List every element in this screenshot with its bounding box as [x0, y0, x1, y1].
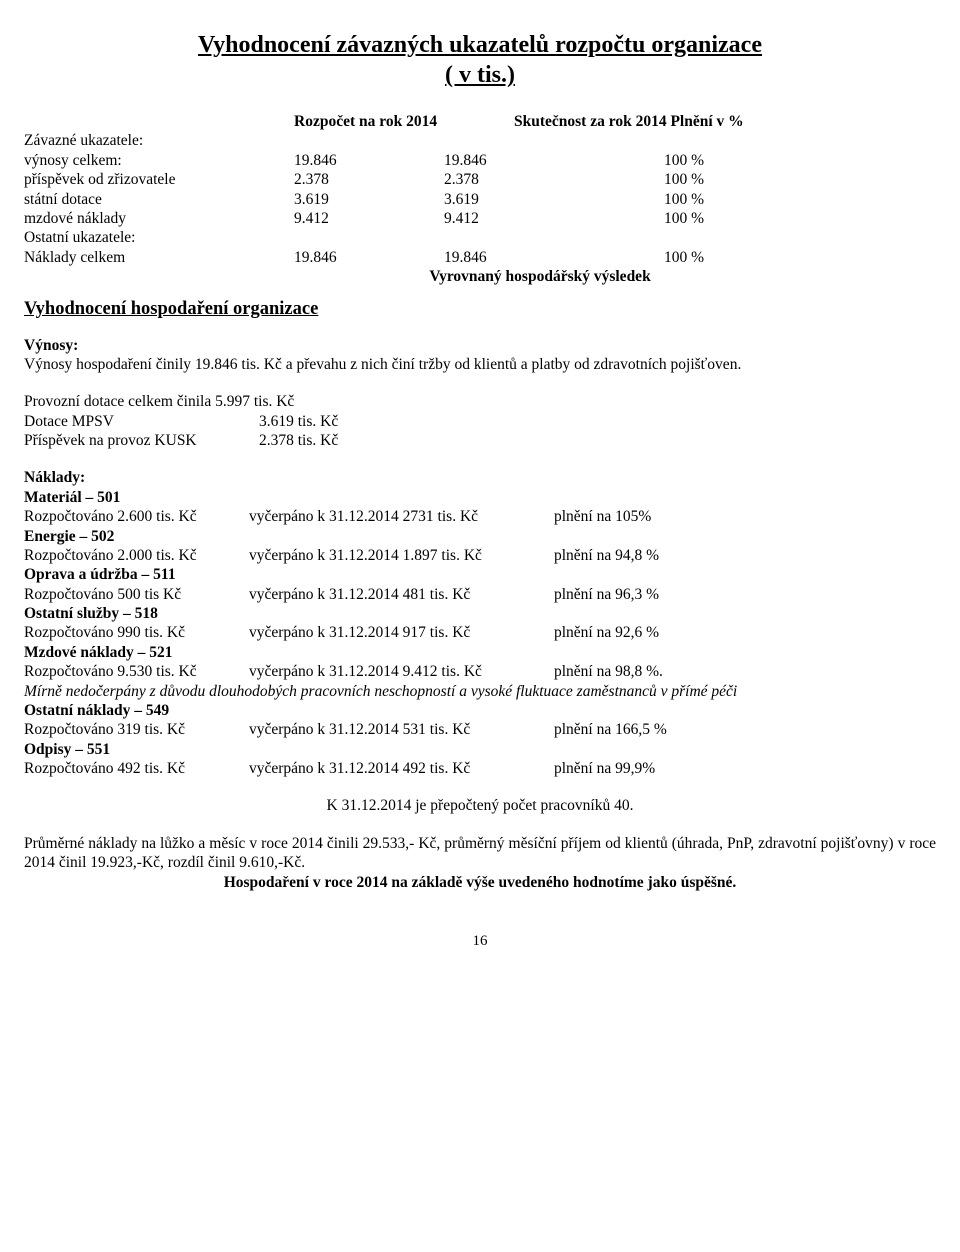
vynosy-text: Výnosy hospodaření činily 19.846 tis. Kč… — [24, 355, 936, 374]
budget-row: státní dotace 3.619 3.619 100 % — [24, 190, 936, 209]
cost-title: Energie – 502 — [24, 527, 936, 546]
row-c3: 100 % — [664, 248, 784, 267]
dotace-row: Příspěvek na provoz KUSK 2.378 tis. Kč — [24, 431, 936, 450]
summary-text: Průměrné náklady na lůžko a měsíc v roce… — [24, 834, 936, 873]
dotace-line1: Provozní dotace celkem činila 5.997 tis.… — [24, 392, 936, 411]
cost-spent: vyčerpáno k 31.12.2014 1.897 tis. Kč — [249, 546, 554, 565]
cost-title: Mzdové náklady – 521 — [24, 643, 936, 662]
row-c3: 100 % — [664, 170, 784, 189]
row-c3: 100 % — [664, 190, 784, 209]
cost-row: Rozpočtováno 2.000 tis. Kč vyčerpáno k 3… — [24, 546, 936, 565]
cost-title: Ostatní náklady – 549 — [24, 701, 936, 720]
cost-row: Rozpočtováno 500 tis Kč vyčerpáno k 31.1… — [24, 585, 936, 604]
cost-title: Materiál – 501 — [24, 488, 936, 507]
cost-budget: Rozpočtováno 990 tis. Kč — [24, 623, 249, 642]
cost-budget: Rozpočtováno 2.600 tis. Kč — [24, 507, 249, 526]
dotace-label: Příspěvek na provoz KUSK — [24, 431, 259, 450]
cost-spent: vyčerpáno k 31.12.2014 531 tis. Kč — [249, 720, 554, 739]
row-c1: 2.378 — [294, 170, 444, 189]
cost-pct: plnění na 96,3 % — [554, 585, 936, 604]
cost-spent: vyčerpáno k 31.12.2014 492 tis. Kč — [249, 759, 554, 778]
cost-spent: vyčerpáno k 31.12.2014 9.412 tis. Kč — [249, 662, 554, 681]
row-c3: 100 % — [664, 209, 784, 228]
conclusion: Hospodaření v roce 2014 na základě výše … — [24, 873, 936, 892]
title-line-2: ( v tis.) — [445, 62, 515, 88]
budget-row: příspěvek od zřizovatele 2.378 2.378 100… — [24, 170, 936, 189]
row-c2: 19.846 — [444, 151, 664, 170]
cost-budget: Rozpočtováno 2.000 tis. Kč — [24, 546, 249, 565]
cost-row: Rozpočtováno 2.600 tis. Kč vyčerpáno k 3… — [24, 507, 936, 526]
budget-row: mzdové náklady 9.412 9.412 100 % — [24, 209, 936, 228]
row-c2: 9.412 — [444, 209, 664, 228]
row-label: státní dotace — [24, 190, 294, 209]
cost-row: Rozpočtováno 9.530 tis. Kč vyčerpáno k 3… — [24, 662, 936, 681]
title-line-1: Vyhodnocení závazných ukazatelů rozpočtu… — [198, 32, 762, 58]
cost-pct: plnění na 105% — [554, 507, 936, 526]
budget-row: výnosy celkem: 19.846 19.846 100 % — [24, 151, 936, 170]
row-c3: 100 % — [664, 151, 784, 170]
budget-header: Rozpočet na rok 2014 Skutečnost za rok 2… — [24, 112, 936, 131]
ostatni-label: Ostatní ukazatele: — [24, 228, 936, 247]
dotace-value: 2.378 tis. Kč — [259, 431, 338, 450]
mzdy-note: Mírně nedočerpány z důvodu dlouhodobých … — [24, 682, 936, 701]
zavazne-label: Závazné ukazatele: — [24, 131, 936, 150]
cost-pct: plnění na 166,5 % — [554, 720, 936, 739]
dotace-row: Dotace MPSV 3.619 tis. Kč — [24, 412, 936, 431]
subheading-eval: Vyhodnocení hospodaření organizace — [24, 298, 936, 321]
cost-budget: Rozpočtováno 500 tis Kč — [24, 585, 249, 604]
budget-row: Náklady celkem 19.846 19.846 100 % — [24, 248, 936, 267]
cost-pct: plnění na 99,9% — [554, 759, 936, 778]
cost-pct: plnění na 92,6 % — [554, 623, 936, 642]
vynosy-heading: Výnosy: — [24, 336, 936, 355]
cost-pct: plnění na 94,8 % — [554, 546, 936, 565]
row-c2: 2.378 — [444, 170, 664, 189]
cost-budget: Rozpočtováno 319 tis. Kč — [24, 720, 249, 739]
cost-row: Rozpočtováno 492 tis. Kč vyčerpáno k 31.… — [24, 759, 936, 778]
page-title: Vyhodnocení závazných ukazatelů rozpočtu… — [24, 30, 936, 90]
row-c1: 19.846 — [294, 248, 444, 267]
cost-budget: Rozpočtováno 9.530 tis. Kč — [24, 662, 249, 681]
cost-spent: vyčerpáno k 31.12.2014 481 tis. Kč — [249, 585, 554, 604]
cost-row: Rozpočtováno 319 tis. Kč vyčerpáno k 31.… — [24, 720, 936, 739]
cost-row: Rozpočtováno 990 tis. Kč vyčerpáno k 31.… — [24, 623, 936, 642]
balanced-result: Vyrovnaný hospodářský výsledek — [24, 267, 936, 286]
page-number: 16 — [24, 932, 936, 951]
row-label: mzdové náklady — [24, 209, 294, 228]
dotace-label: Dotace MPSV — [24, 412, 259, 431]
row-label: Náklady celkem — [24, 248, 294, 267]
row-label: výnosy celkem: — [24, 151, 294, 170]
cost-spent: vyčerpáno k 31.12.2014 917 tis. Kč — [249, 623, 554, 642]
cost-pct: plnění na 98,8 %. — [554, 662, 936, 681]
col-header-budget: Rozpočet na rok 2014 — [294, 112, 514, 131]
row-c1: 19.846 — [294, 151, 444, 170]
worker-count: K 31.12.2014 je přepočtený počet pracovn… — [24, 796, 936, 815]
cost-budget: Rozpočtováno 492 tis. Kč — [24, 759, 249, 778]
row-label: příspěvek od zřizovatele — [24, 170, 294, 189]
row-c1: 3.619 — [294, 190, 444, 209]
cost-title: Oprava a údržba – 511 — [24, 565, 936, 584]
cost-title: Odpisy – 551 — [24, 740, 936, 759]
naklady-heading: Náklady: — [24, 468, 936, 487]
cost-title: Ostatní služby – 518 — [24, 604, 936, 623]
dotace-value: 3.619 tis. Kč — [259, 412, 338, 431]
row-c2: 19.846 — [444, 248, 664, 267]
row-c2: 3.619 — [444, 190, 664, 209]
cost-spent: vyčerpáno k 31.12.2014 2731 tis. Kč — [249, 507, 554, 526]
row-c1: 9.412 — [294, 209, 444, 228]
col-header-actual: Skutečnost za rok 2014 Plnění v % — [514, 112, 936, 131]
